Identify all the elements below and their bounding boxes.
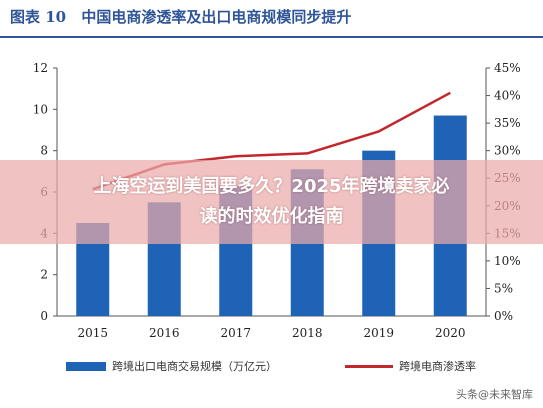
legend-label-line: 跨境电商渗透率 (399, 360, 476, 373)
right-tick-label: 35% (494, 116, 521, 130)
right-tick-label: 45% (494, 61, 521, 75)
right-tick-label: 0% (494, 309, 513, 323)
article-banner-text[interactable]: 上海空运到美国要多久？2025年跨境卖家必 读的时效优化指南 (0, 172, 543, 232)
x-tick-label: 2016 (149, 326, 180, 340)
x-tick-label: 2018 (292, 326, 323, 340)
right-tick-label: 40% (494, 89, 521, 103)
left-tick-label: 0 (40, 309, 48, 323)
legend-swatch-bar (66, 362, 106, 371)
left-tick-label: 2 (40, 268, 48, 282)
chart-legend: 跨境出口电商交易规模（万亿元） 跨境电商渗透率 (0, 356, 543, 376)
source-watermark: 头条@未来智库 (456, 388, 533, 401)
chart-header: 图表 10 中国电商渗透率及出口电商规模同步提升 (10, 6, 351, 27)
article-banner-line-2: 读的时效优化指南 (199, 206, 344, 227)
left-tick-label: 10 (33, 102, 48, 116)
right-tick-label: 5% (494, 281, 513, 295)
title-divider (0, 36, 543, 38)
figure-number: 图表 10 (10, 8, 67, 26)
x-tick-label: 2015 (77, 326, 108, 340)
article-banner (0, 160, 543, 244)
left-tick-label: 12 (33, 61, 48, 75)
left-tick-label: 8 (40, 144, 48, 158)
x-tick-label: 2020 (435, 326, 466, 340)
chart-title: 中国电商渗透率及出口电商规模同步提升 (81, 8, 352, 26)
right-tick-label: 30% (494, 144, 521, 158)
x-tick-label: 2017 (220, 326, 251, 340)
x-tick-label: 2019 (363, 326, 394, 340)
right-tick-label: 10% (494, 254, 521, 268)
legend-swatch-line (345, 365, 393, 368)
legend-label-bar: 跨境出口电商交易规模（万亿元） (112, 360, 277, 373)
article-banner-line-1: 上海空运到美国要多久？2025年跨境卖家必 (93, 176, 450, 197)
